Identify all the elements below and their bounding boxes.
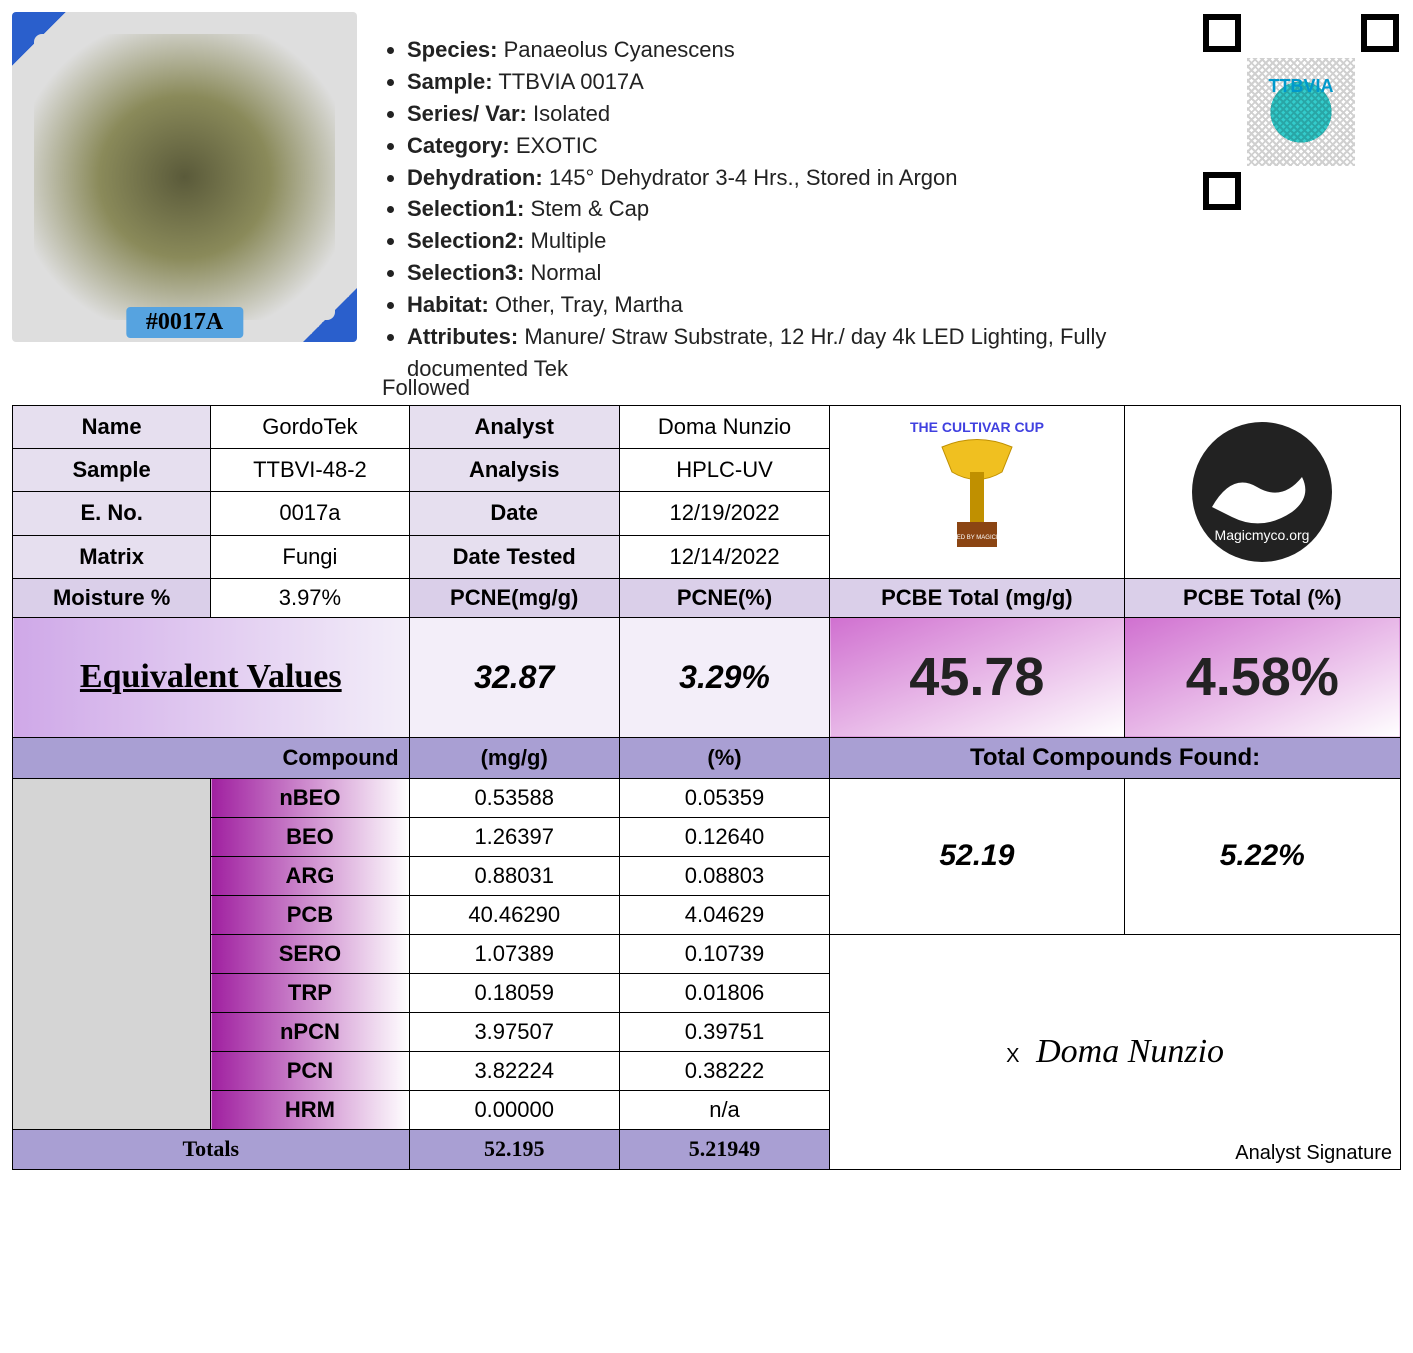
v-dtest: 12/14/2022: [619, 535, 829, 578]
v-moist: 3.97%: [211, 578, 409, 617]
total-found-pc: 5.22%: [1124, 778, 1400, 934]
v-sample: TTBVI-48-2: [211, 449, 409, 492]
equiv-pcne-mg: 32.87: [409, 617, 619, 737]
results-table: Name GordoTek Analyst Doma Nunzio THE CU…: [12, 405, 1401, 1170]
h-mg: (mg/g): [409, 737, 619, 778]
equiv-pcne-pc: 3.29%: [619, 617, 829, 737]
logo-cultivar-cup: THE CULTIVAR CUP HOSTED BY MAGICMYCO: [830, 405, 1124, 578]
spec-species: Species: Panaeolus Cyanescens: [407, 34, 1181, 66]
qr-code: TTBVIA: [1201, 12, 1401, 212]
signature-area: X Doma Nunzio Analyst Signature: [830, 934, 1401, 1169]
v-eno: 0017a: [211, 492, 409, 535]
top-section: #0017A Species: Panaeolus Cyanescens Sam…: [12, 12, 1401, 407]
qr-label: TTBVIA: [1203, 76, 1399, 97]
compound-row: SERO 1.07389 0.10739 X Doma Nunzio Analy…: [13, 934, 1401, 973]
svg-text:THE CULTIVAR CUP: THE CULTIVAR CUP: [910, 419, 1044, 435]
h-analysis: Analysis: [409, 449, 619, 492]
h-dtest: Date Tested: [409, 535, 619, 578]
spec-dehyd: Dehydration: 145° Dehydrator 3-4 Hrs., S…: [407, 162, 1181, 194]
h-eno: E. No.: [13, 492, 211, 535]
total-found-mg: 52.19: [830, 778, 1124, 934]
h-pcbe-pc: PCBE Total (%): [1124, 578, 1400, 617]
h-sample: Sample: [13, 449, 211, 492]
compound-row: nBEO 0.53588 0.05359 52.19 5.22%: [13, 778, 1401, 817]
spec-sample: Sample: TTBVIA 0017A: [407, 66, 1181, 98]
h-matrix: Matrix: [13, 535, 211, 578]
v-name: GordoTek: [211, 405, 409, 448]
v-analysis: HPLC-UV: [619, 449, 829, 492]
h-pcne-pc: PCNE(%): [619, 578, 829, 617]
v-date: 12/19/2022: [619, 492, 829, 535]
h-name: Name: [13, 405, 211, 448]
h-compound: Compound: [13, 737, 410, 778]
logo-magicmyco: Magicmyco.org: [1124, 405, 1400, 578]
equiv-pcbe-mg: 45.78: [830, 617, 1124, 737]
spec-attr: Attributes: Manure/ Straw Substrate, 12 …: [407, 321, 1181, 385]
spec-sel2: Selection2: Multiple: [407, 225, 1181, 257]
spec-series: Series/ Var: Isolated: [407, 98, 1181, 130]
equiv-label: Equivalent Values: [13, 617, 410, 737]
v-analyst: Doma Nunzio: [619, 405, 829, 448]
spec-sel3: Selection3: Normal: [407, 257, 1181, 289]
totals-label: Totals: [13, 1129, 410, 1169]
h-analyst: Analyst: [409, 405, 619, 448]
totals-mg: 52.195: [409, 1129, 619, 1169]
spec-sel1: Selection1: Stem & Cap: [407, 193, 1181, 225]
h-moist: Moisture %: [13, 578, 211, 617]
v-matrix: Fungi: [211, 535, 409, 578]
equiv-pcbe-pc: 4.58%: [1124, 617, 1400, 737]
signature-label: Analyst Signature: [1235, 1142, 1392, 1165]
signature-name: Doma Nunzio: [1036, 1033, 1224, 1070]
compound-blank: [13, 778, 211, 1129]
spec-habitat: Habitat: Other, Tray, Martha: [407, 289, 1181, 321]
spec-category: Category: EXOTIC: [407, 130, 1181, 162]
h-total-found: Total Compounds Found:: [830, 737, 1401, 778]
h-date: Date: [409, 492, 619, 535]
sample-tag: #0017A: [126, 307, 243, 338]
svg-text:Magicmyco.org: Magicmyco.org: [1215, 527, 1310, 543]
totals-pc: 5.21949: [619, 1129, 829, 1169]
h-pcbe-mg: PCBE Total (mg/g): [830, 578, 1124, 617]
h-pcne-mg: PCNE(mg/g): [409, 578, 619, 617]
svg-text:HOSTED BY MAGICMYCO: HOSTED BY MAGICMYCO: [940, 535, 1014, 541]
h-pc: (%): [619, 737, 829, 778]
spec-list: Species: Panaeolus Cyanescens Sample: TT…: [377, 34, 1181, 385]
sample-image: #0017A: [12, 12, 357, 342]
